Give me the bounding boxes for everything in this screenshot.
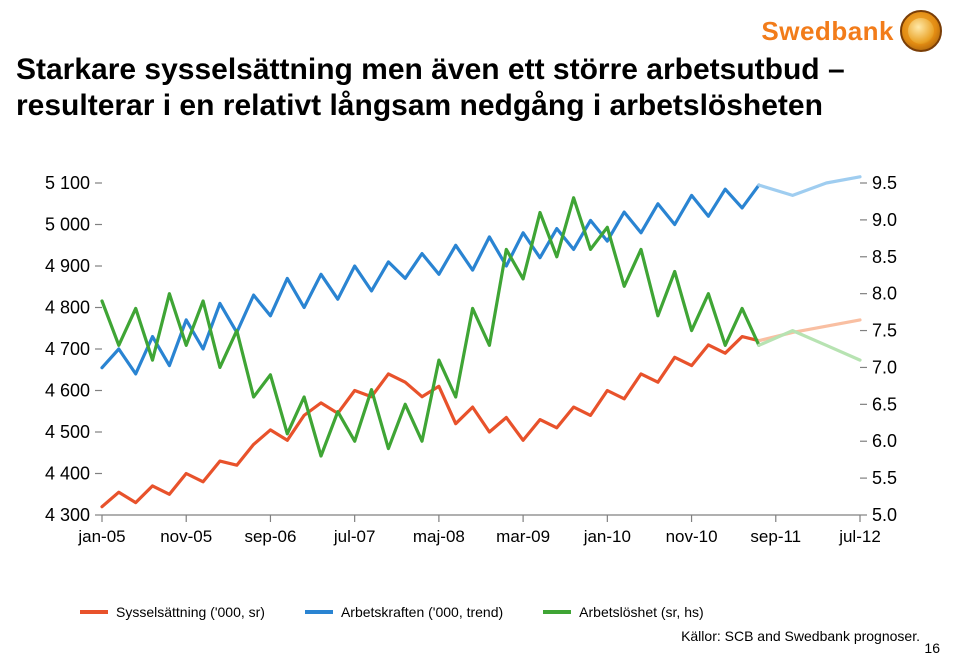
svg-text:5.0: 5.0 [872,505,897,525]
series-syssel [102,337,759,507]
svg-text:jan-10: jan-10 [583,527,631,546]
svg-text:jan-05: jan-05 [77,527,125,546]
chart-svg: jan-05 nov-05 sep-06 jul-07 maj-08 mar-09 jan-… [30,175,930,595]
svg-text:sep-11: sep-11 [750,527,801,546]
svg-text:mar-09: mar-09 [496,527,550,546]
legend-item: Arbetslöshet (sr, hs) [543,604,704,620]
legend-label: Sysselsättning ('000, sr) [116,604,265,620]
svg-text:7.5: 7.5 [872,321,897,341]
svg-text:8.5: 8.5 [872,247,897,267]
legend-item: Arbetskraften ('000, trend) [305,604,503,620]
svg-text:5.5: 5.5 [872,468,897,488]
employment-chart: jan-05 nov-05 sep-06 jul-07 maj-08 mar-09 jan-… [30,175,930,595]
legend-swatch [305,610,333,614]
series-arblos-forecast [759,331,860,361]
brand-logo: Swedbank [761,10,942,52]
svg-text:5 100: 5 100 [45,173,90,193]
series-arblos [102,198,759,456]
svg-text:5 000: 5 000 [45,215,90,235]
svg-text:6.0: 6.0 [872,431,897,451]
page-title: Starkare sysselsättning men även ett stö… [16,52,944,124]
svg-text:4 600: 4 600 [45,381,90,401]
svg-text:nov-10: nov-10 [666,527,718,546]
legend-item: Sysselsättning ('000, sr) [80,604,265,620]
legend-swatch [80,610,108,614]
svg-text:9.0: 9.0 [872,210,897,230]
chart-legend: Sysselsättning ('000, sr) Arbetskraften (… [80,604,704,620]
svg-text:9.5: 9.5 [872,173,897,193]
svg-text:4 300: 4 300 [45,505,90,525]
source-note: Källor: SCB and Swedbank prognoser. [681,628,920,644]
series-arbkraft [102,185,759,374]
svg-text:4 400: 4 400 [45,464,90,484]
page-number: 16 [924,640,940,656]
svg-text:7.0: 7.0 [872,357,897,377]
svg-text:jul-12: jul-12 [838,527,881,546]
svg-text:4 800: 4 800 [45,298,90,318]
svg-text:jul-07: jul-07 [333,527,376,546]
svg-text:maj-08: maj-08 [413,527,465,546]
svg-text:4 500: 4 500 [45,422,90,442]
series-arbkraft-forecast [759,177,860,196]
svg-text:sep-06: sep-06 [244,527,296,546]
brand-name: Swedbank [761,16,894,47]
svg-text:4 700: 4 700 [45,339,90,359]
svg-text:8.0: 8.0 [872,284,897,304]
svg-text:6.5: 6.5 [872,394,897,414]
legend-label: Arbetslöshet (sr, hs) [579,604,704,620]
brand-seal-icon [900,10,942,52]
legend-swatch [543,610,571,614]
svg-text:4 900: 4 900 [45,256,90,276]
legend-label: Arbetskraften ('000, trend) [341,604,503,620]
svg-text:nov-05: nov-05 [160,527,212,546]
